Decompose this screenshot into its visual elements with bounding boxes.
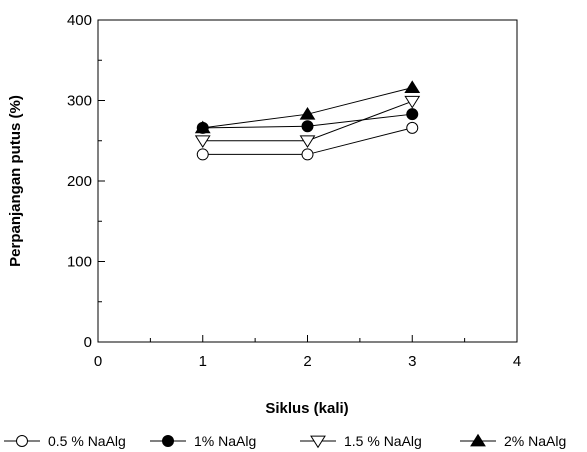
data-point [194, 135, 211, 148]
series-4 [194, 80, 421, 134]
legend-label: 2% NaAlg [504, 433, 566, 449]
data-point [196, 148, 209, 161]
legend: 0.5 % NaAlg 1% NaAlg 1.5 % NaAlg 2% NaAlg [4, 433, 566, 449]
legend-item: 0.5 % NaAlg [4, 433, 126, 449]
data-point [301, 120, 314, 133]
x-tick-label: 0 [94, 353, 102, 370]
data-point [404, 80, 421, 94]
series-3 [194, 95, 421, 148]
y-tick-label: 200 [67, 173, 92, 190]
data-point [406, 121, 419, 134]
data-point [299, 135, 316, 148]
legend-marker [162, 435, 174, 447]
y-tick-label: 400 [67, 12, 92, 29]
legend-item: 1.5 % NaAlg [300, 433, 422, 449]
y-tick-label: 100 [67, 254, 92, 271]
data-point [404, 95, 421, 109]
x-tick-label: 1 [199, 353, 207, 370]
data-point [299, 106, 316, 120]
data-point [301, 148, 314, 161]
series-1 [196, 121, 419, 161]
y-axis-title: Perpanjangan putus (%) [7, 95, 24, 267]
legend-item: 1% NaAlg [150, 433, 256, 449]
plot-area-border [97, 19, 518, 343]
legend-marker [16, 435, 28, 447]
legend-label: 0.5 % NaAlg [48, 433, 126, 449]
y-tick-label: 300 [67, 93, 92, 110]
legend-marker [470, 433, 486, 447]
x-tick-label: 2 [303, 353, 311, 370]
axes: 0 1 2 3 4 0 100 200 300 400 [67, 12, 521, 370]
x-axis-title: Siklus (kali) [265, 400, 348, 417]
series-layer [194, 80, 421, 161]
plot-frame [97, 19, 518, 343]
legend-label: 1.5 % NaAlg [344, 433, 422, 449]
legend-marker [310, 435, 326, 449]
x-tick-label: 3 [408, 353, 416, 370]
legend-item: 2% NaAlg [460, 433, 566, 449]
legend-label: 1% NaAlg [194, 433, 256, 449]
data-point [406, 108, 419, 121]
y-tick-label: 0 [84, 334, 92, 351]
x-tick-label: 4 [513, 353, 521, 370]
data-point [194, 120, 211, 134]
